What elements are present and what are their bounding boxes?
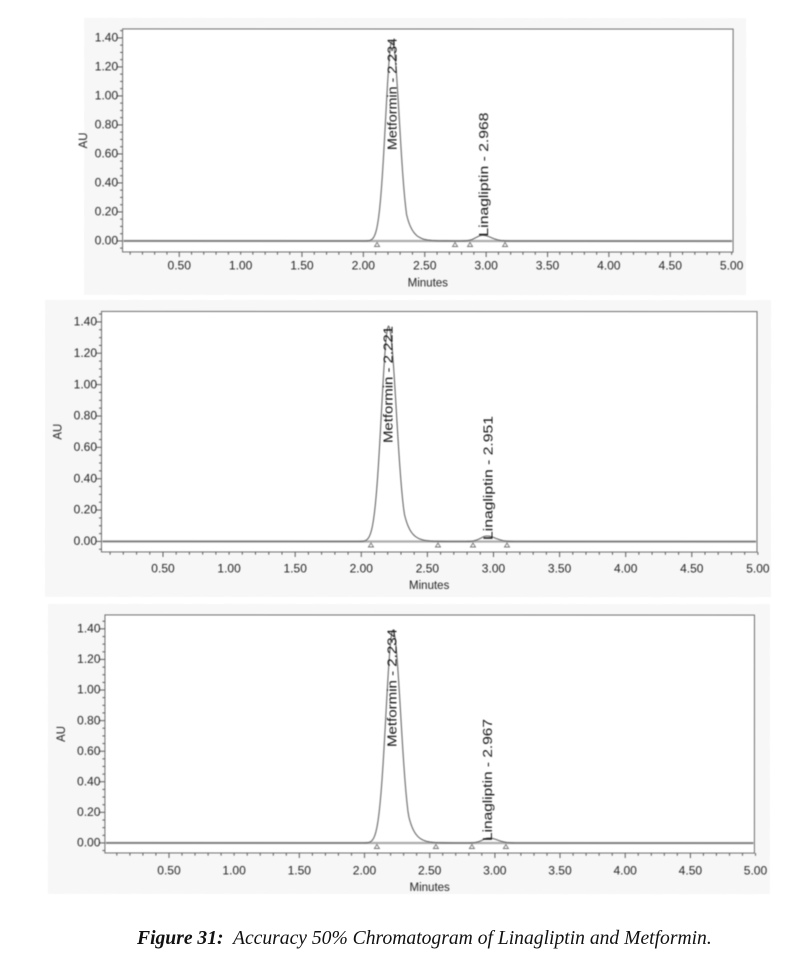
svg-text:3.50: 3.50 <box>536 259 560 273</box>
svg-text:Metformin - 2.221: Metformin - 2.221 <box>382 326 396 443</box>
svg-text:0.20: 0.20 <box>95 205 119 219</box>
svg-text:1.00: 1.00 <box>95 89 119 103</box>
svg-text:1.00: 1.00 <box>74 377 98 391</box>
svg-text:1.40: 1.40 <box>77 621 101 635</box>
svg-text:0.40: 0.40 <box>95 176 119 190</box>
svg-text:0.60: 0.60 <box>74 440 98 454</box>
svg-text:1.40: 1.40 <box>74 315 98 329</box>
svg-text:1.00: 1.00 <box>222 863 246 877</box>
svg-text:3.00: 3.00 <box>474 259 498 273</box>
svg-text:Metformin - 2.234: Metformin - 2.234 <box>386 38 400 150</box>
svg-text:3.50: 3.50 <box>548 562 572 576</box>
svg-text:2.00: 2.00 <box>353 863 377 877</box>
svg-text:5.00: 5.00 <box>746 562 770 576</box>
svg-text:0.50: 0.50 <box>151 561 175 575</box>
svg-text:0.80: 0.80 <box>74 409 98 423</box>
svg-text:1.50: 1.50 <box>288 863 312 877</box>
svg-text:1.20: 1.20 <box>77 652 101 666</box>
svg-text:1.00: 1.00 <box>217 561 241 575</box>
svg-text:3.00: 3.00 <box>483 864 507 878</box>
svg-text:Metformin - 2.234: Metformin - 2.234 <box>385 629 399 747</box>
svg-text:AU: AU <box>53 424 65 440</box>
svg-text:4.50: 4.50 <box>679 864 703 878</box>
svg-text:2.00: 2.00 <box>350 561 374 575</box>
svg-text:0.00: 0.00 <box>95 234 119 248</box>
svg-text:2.00: 2.00 <box>352 258 376 272</box>
svg-text:0.80: 0.80 <box>77 713 101 727</box>
svg-text:4.50: 4.50 <box>659 259 683 273</box>
svg-text:0.20: 0.20 <box>77 805 101 819</box>
svg-text:1.00: 1.00 <box>229 258 253 272</box>
svg-text:0.50: 0.50 <box>168 258 192 272</box>
svg-text:0.00: 0.00 <box>77 836 101 850</box>
svg-text:Minutes: Minutes <box>410 882 451 894</box>
svg-text:1.50: 1.50 <box>283 561 307 575</box>
svg-text:4.50: 4.50 <box>680 562 704 576</box>
svg-text:2.50: 2.50 <box>416 562 440 576</box>
svg-text:0.50: 0.50 <box>157 863 181 877</box>
svg-text:0.60: 0.60 <box>77 744 101 758</box>
svg-text:1.40: 1.40 <box>95 31 119 45</box>
svg-text:5.00: 5.00 <box>744 864 768 878</box>
svg-text:0.00: 0.00 <box>74 534 98 548</box>
svg-text:2.50: 2.50 <box>418 864 442 878</box>
svg-text:0.60: 0.60 <box>95 147 119 161</box>
svg-text:2.50: 2.50 <box>413 259 437 273</box>
svg-text:4.00: 4.00 <box>597 259 621 273</box>
svg-text:AU: AU <box>56 726 68 742</box>
svg-text:4.00: 4.00 <box>614 864 638 878</box>
svg-text:1.20: 1.20 <box>74 346 98 360</box>
svg-text:0.20: 0.20 <box>74 503 98 517</box>
svg-text:0.40: 0.40 <box>77 774 101 788</box>
svg-text:Minutes: Minutes <box>408 278 449 290</box>
svg-text:Linagliptin - 2.967: Linagliptin - 2.967 <box>481 719 495 841</box>
svg-text:0.80: 0.80 <box>95 118 119 132</box>
svg-text:4.00: 4.00 <box>614 562 638 576</box>
svg-text:0.40: 0.40 <box>74 471 98 485</box>
svg-text:Minutes: Minutes <box>409 580 450 592</box>
svg-text:1.20: 1.20 <box>95 60 119 74</box>
svg-text:3.50: 3.50 <box>548 864 572 878</box>
svg-text:5.00: 5.00 <box>720 259 744 273</box>
svg-text:3.00: 3.00 <box>482 562 506 576</box>
svg-text:1.00: 1.00 <box>77 683 101 697</box>
svg-text:Linagliptin - 2.951: Linagliptin - 2.951 <box>481 416 495 540</box>
svg-text:AU: AU <box>78 132 90 148</box>
svg-text:Linagliptin - 2.968: Linagliptin - 2.968 <box>477 112 491 236</box>
svg-text:1.50: 1.50 <box>290 258 314 272</box>
